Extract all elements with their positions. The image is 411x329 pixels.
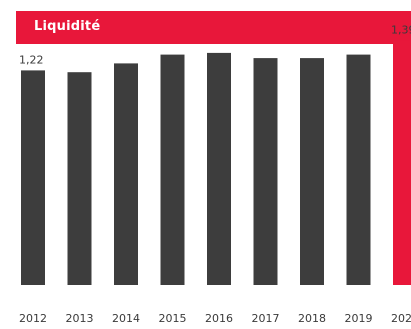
header-bar: Liquidité [16,11,411,44]
bar-2014 [114,63,138,286]
bar-2017 [253,58,278,285]
x-tick-label-2017: 2017 [252,312,280,325]
bar-2018 [300,58,324,285]
bar-2015 [160,54,185,285]
bar-2020 [393,40,411,285]
bar-2016 [207,52,231,286]
x-tick-label-2019: 2019 [345,312,373,325]
x-tick-label-2020: 2020 [391,312,411,325]
bar-2012 [21,70,45,286]
x-tick-label-2013: 2013 [66,312,94,325]
chart-title: Liquidité [34,19,101,34]
x-tick-label-2015: 2015 [159,312,187,325]
bar-2019 [346,54,371,285]
x-tick-label-2018: 2018 [298,312,326,325]
x-tick-label-2014: 2014 [112,312,140,325]
data-label-2012: 1,22 [19,53,44,66]
x-tick-label-2016: 2016 [205,312,233,325]
x-tick-label-2012: 2012 [19,312,47,325]
bar-2013 [67,72,92,285]
data-label-2020: 1,39 [391,24,411,37]
